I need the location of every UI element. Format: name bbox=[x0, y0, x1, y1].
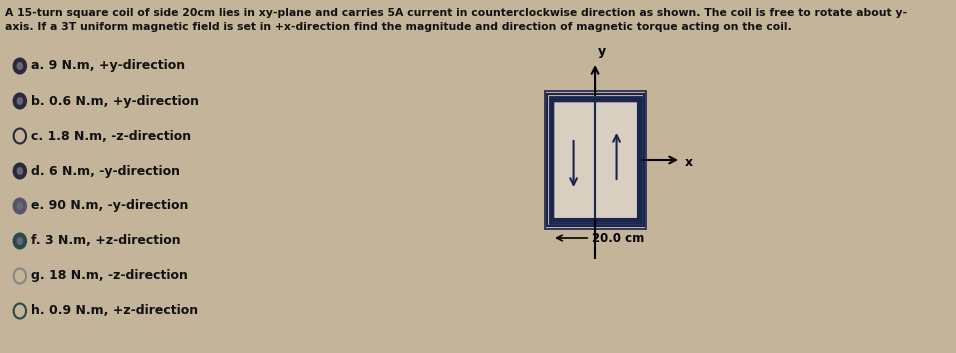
Bar bbox=[547, 94, 643, 226]
Circle shape bbox=[16, 237, 23, 245]
Circle shape bbox=[13, 198, 26, 214]
Circle shape bbox=[13, 94, 26, 108]
Bar bbox=[550, 97, 641, 223]
Text: 20.0 cm: 20.0 cm bbox=[592, 233, 644, 245]
Text: x: x bbox=[684, 156, 692, 168]
Text: A 15-turn square coil of side 20cm lies in xy-plane and carries 5A current in co: A 15-turn square coil of side 20cm lies … bbox=[5, 8, 907, 18]
Circle shape bbox=[13, 233, 26, 249]
Bar bbox=[553, 101, 638, 219]
Text: h. 0.9 N.m, +z-direction: h. 0.9 N.m, +z-direction bbox=[31, 305, 198, 317]
Text: y: y bbox=[598, 45, 606, 58]
Circle shape bbox=[13, 59, 26, 73]
Bar bbox=[553, 100, 639, 220]
Circle shape bbox=[13, 163, 26, 179]
Circle shape bbox=[13, 304, 26, 318]
Text: c. 1.8 N.m, -z-direction: c. 1.8 N.m, -z-direction bbox=[31, 130, 190, 143]
Text: a. 9 N.m, +y-direction: a. 9 N.m, +y-direction bbox=[31, 60, 185, 72]
Text: f. 3 N.m, +z-direction: f. 3 N.m, +z-direction bbox=[31, 234, 180, 247]
Circle shape bbox=[16, 97, 23, 105]
Circle shape bbox=[16, 62, 23, 70]
Circle shape bbox=[16, 167, 23, 175]
Text: g. 18 N.m, -z-direction: g. 18 N.m, -z-direction bbox=[31, 269, 187, 282]
Circle shape bbox=[16, 202, 23, 210]
Circle shape bbox=[13, 128, 26, 144]
Text: b. 0.6 N.m, +y-direction: b. 0.6 N.m, +y-direction bbox=[31, 95, 199, 108]
Bar bbox=[553, 100, 639, 220]
Text: d. 6 N.m, -y-direction: d. 6 N.m, -y-direction bbox=[31, 164, 180, 178]
Text: axis. If a 3T uniform magnetic field is set in +x-direction find the magnitude a: axis. If a 3T uniform magnetic field is … bbox=[5, 22, 792, 32]
Circle shape bbox=[13, 269, 26, 283]
Bar bbox=[545, 91, 646, 229]
Text: e. 90 N.m, -y-direction: e. 90 N.m, -y-direction bbox=[31, 199, 188, 213]
